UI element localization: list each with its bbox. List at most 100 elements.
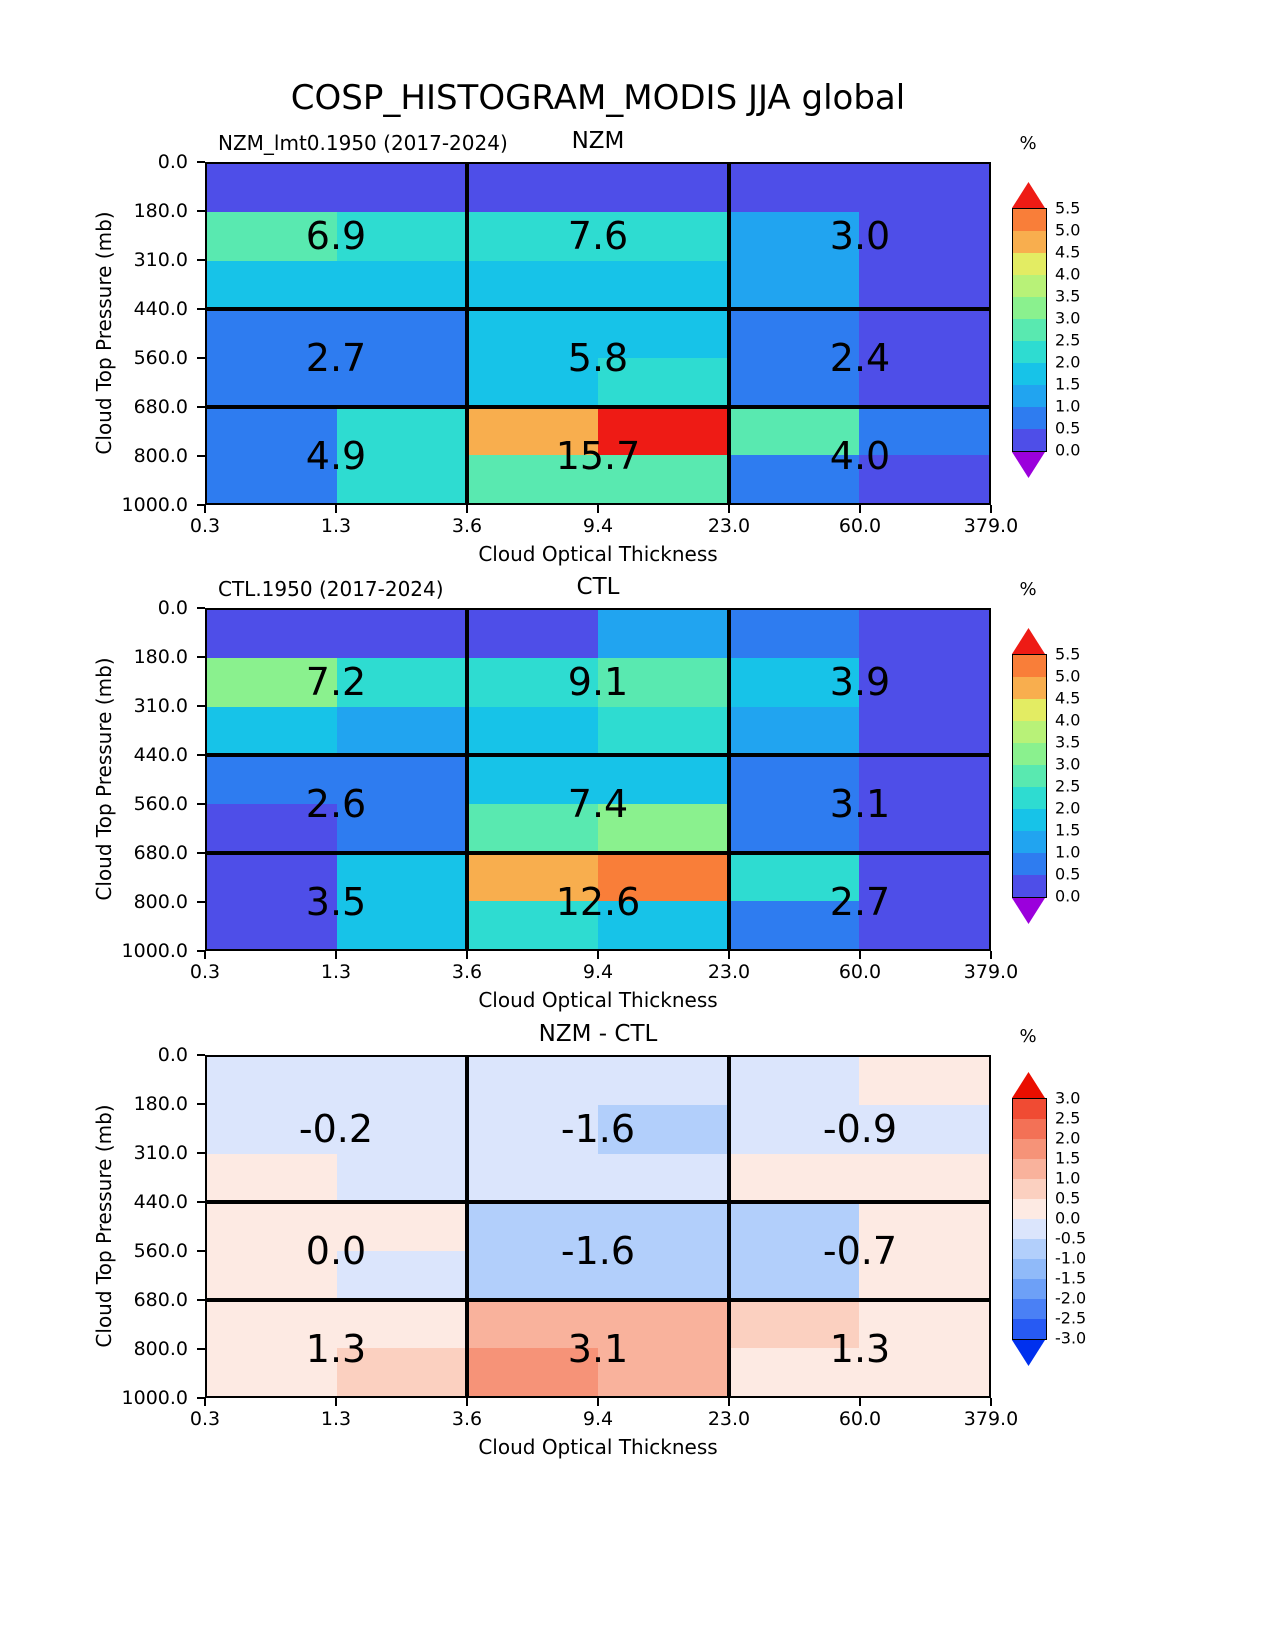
heatmap-cell — [597, 610, 729, 659]
colorbar-segment — [1013, 875, 1046, 897]
x-tick-mark — [335, 951, 337, 959]
y-tick-mark — [197, 1348, 205, 1350]
colorbar: 5.5 5.0 4.5 4.0 3.5 3.0 2.5 2.0 1.5 1.0 0.5 0.0 — [1012, 628, 1080, 924]
heatmap-cell — [337, 164, 468, 213]
x-tick-mark — [597, 951, 599, 959]
x-tick-label: 379.0 — [963, 1408, 1019, 1430]
x-tick-label: 60.0 — [838, 961, 882, 983]
colorbar-under-arrow — [1012, 1340, 1045, 1366]
heatmap-cell — [858, 852, 989, 901]
heatmap-cell — [728, 1347, 859, 1396]
heatmap-cell — [467, 1057, 598, 1106]
y-tick-mark — [197, 1152, 205, 1154]
heatmap-cell — [597, 852, 729, 901]
heatmap-cell — [337, 454, 468, 503]
colorbar-over-arrow — [1012, 1072, 1045, 1098]
y-tick-label: 680.0 — [133, 396, 188, 418]
cell-value-label: -0.7 — [822, 1229, 898, 1273]
cell-value-label: 9.1 — [567, 659, 629, 704]
x-tick-mark — [335, 1398, 337, 1406]
cell-value-label: 6.9 — [305, 213, 367, 258]
cell-value-label: 5.8 — [567, 336, 629, 380]
colorbar-segment — [1013, 231, 1046, 253]
heatmap-cell — [728, 406, 859, 455]
heatmap-cell — [207, 852, 338, 901]
x-axis-label: Cloud Optical Thickness — [478, 1435, 718, 1459]
heatmap-cell — [467, 1105, 598, 1154]
heatmap-cell — [728, 309, 859, 358]
colorbar-tick-label: 0.5 — [1055, 864, 1081, 884]
colorbar-tick-label: 2.5 — [1055, 330, 1081, 350]
heatmap-cell — [858, 1347, 989, 1396]
x-ticks: 0.3 1.3 3.6 9.4 23.0 60.0 379.0 — [190, 1398, 1018, 1434]
y-tick-mark — [197, 1397, 205, 1399]
x-tick-mark — [728, 951, 730, 959]
heatmap-cell — [858, 900, 989, 949]
heatmap-cell — [207, 406, 338, 455]
heatmap-cell — [207, 1202, 338, 1251]
colorbar-segment — [1013, 1219, 1046, 1239]
heatmap-cell — [467, 164, 598, 213]
x-tick-mark — [597, 1398, 599, 1406]
y-tick-label: 560.0 — [133, 347, 188, 369]
y-tick-mark — [197, 1250, 205, 1252]
colorbar-body — [1012, 1098, 1047, 1340]
heatmap-cell — [597, 454, 729, 503]
heatmap-cell — [467, 357, 598, 407]
colorbar-under-arrow — [1012, 898, 1045, 924]
heatmap-cell — [467, 309, 598, 358]
heatmap-cell — [858, 357, 989, 407]
heatmap-cell — [467, 755, 598, 804]
colorbar-tick-label: 4.0 — [1055, 264, 1081, 284]
y-tick-label: 440.0 — [133, 744, 188, 766]
y-tick-label: 800.0 — [133, 891, 188, 913]
heatmap-cell — [597, 357, 729, 407]
heatmap-cell — [337, 1105, 468, 1154]
colorbar-segment — [1013, 1319, 1046, 1339]
colorbar-tick-label: 1.0 — [1055, 396, 1081, 416]
y-tick-label: 310.0 — [133, 1142, 188, 1164]
colorbar-tick-label: 3.5 — [1055, 732, 1081, 752]
colorbar-tick-label: 0.0 — [1055, 886, 1081, 906]
heatmap-cell — [728, 1153, 859, 1203]
cell-value-label: 3.5 — [305, 879, 367, 924]
y-tick-mark — [197, 357, 205, 359]
heatmap-cell — [207, 900, 338, 949]
y-tick-label: 0.0 — [157, 1044, 188, 1066]
x-tick-label: 3.6 — [451, 961, 483, 983]
colorbar-tick-label: 3.5 — [1055, 286, 1081, 306]
heatmap-cell — [207, 706, 338, 756]
heatmap-cell — [207, 658, 338, 707]
x-tick-mark — [335, 505, 337, 513]
x-tick-mark — [466, 1398, 468, 1406]
heatmap-cell — [597, 1105, 729, 1154]
page-title: COSP_HISTOGRAM_MODIS JJA global — [290, 77, 906, 118]
heatmap-cell — [858, 164, 989, 213]
x-tick-label: 0.3 — [189, 1408, 221, 1430]
y-tick-mark — [197, 504, 205, 506]
y-tick-mark — [197, 406, 205, 408]
x-tick-label: 379.0 — [963, 961, 1019, 983]
macro-overlay: -0.2 -1.6 -0.9 0.0 -1.6 -0.7 1.3 3.1 1.3 — [205, 1055, 991, 1398]
x-tick-mark — [466, 505, 468, 513]
colorbar-segment — [1013, 1159, 1046, 1179]
heatmap-cell — [467, 852, 598, 901]
colorbar-segment — [1013, 655, 1046, 677]
colorbar-segment — [1013, 853, 1046, 875]
heatmap-cell — [597, 803, 729, 853]
heatmap-cell — [467, 1347, 598, 1396]
colorbar-tick-label: 5.5 — [1055, 198, 1081, 218]
colorbar-segment — [1013, 1139, 1046, 1159]
y-ticks: 0.0 180.0 310.0 440.0 560.0 680.0 800.0 1000.0 — [0, 597, 205, 962]
heatmap-cell — [597, 658, 729, 707]
macro-grid-line — [726, 162, 731, 505]
heatmap-cell — [728, 1105, 859, 1154]
colorbar-tick-label: -2.5 — [1055, 1308, 1087, 1328]
x-tick-label: 1.3 — [320, 1408, 352, 1430]
colorbar-tick-label: 2.0 — [1055, 352, 1081, 372]
y-tick-label: 180.0 — [133, 200, 188, 222]
x-tick-mark — [990, 505, 992, 513]
colorbar-tick-label: 5.5 — [1055, 644, 1081, 664]
heatmap-cell — [858, 610, 989, 659]
colorbar-segment — [1013, 385, 1046, 407]
